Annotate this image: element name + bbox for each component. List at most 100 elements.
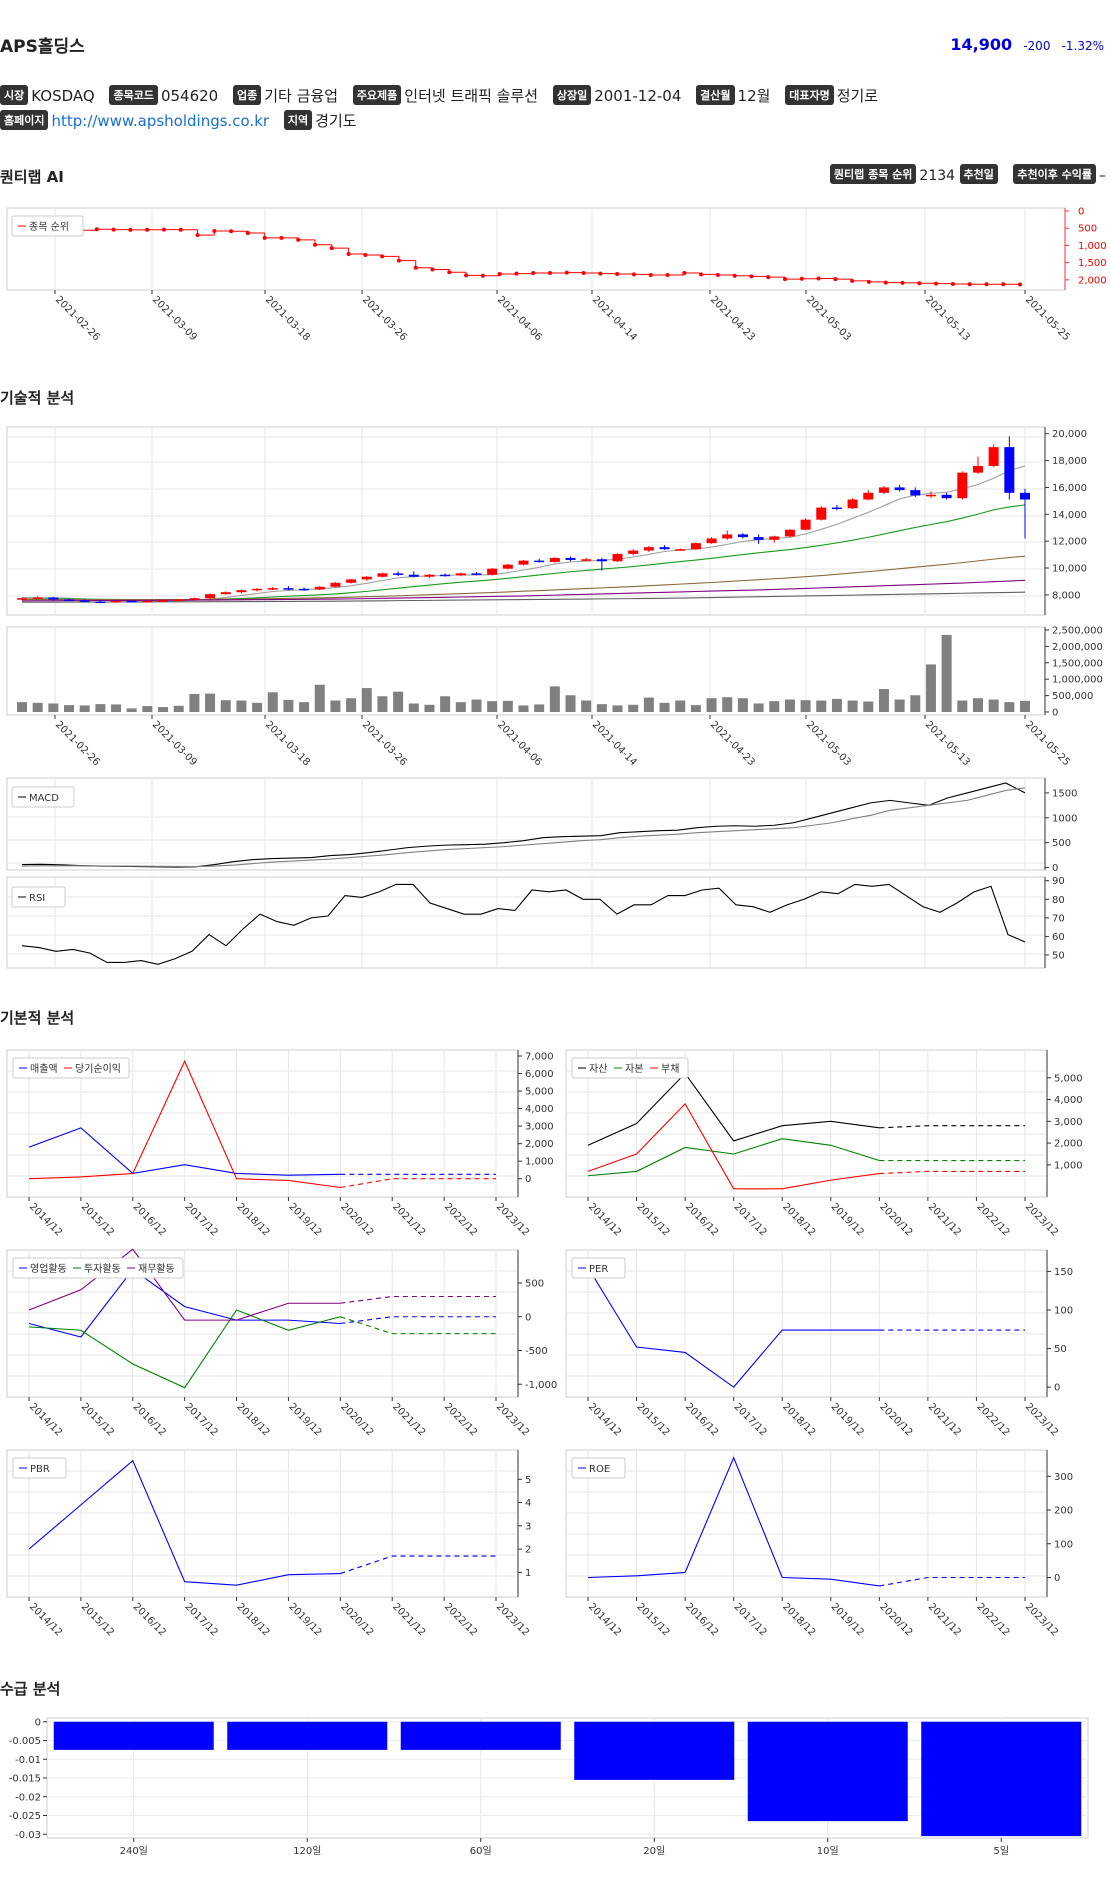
stock-name: APS홀딩스 xyxy=(0,37,85,57)
homepage-link[interactable]: http://www.apsholdings.co.kr xyxy=(51,112,270,130)
candle-body xyxy=(800,519,811,530)
volume-bar xyxy=(205,693,216,712)
listed-value: 2001-12-04 xyxy=(594,87,682,105)
rank-x-tick-label: 2021-05-03 xyxy=(804,294,853,343)
volume-x-tick-label: 2021-04-14 xyxy=(590,719,639,768)
assets-x-tick-label: 2020/12 xyxy=(877,1201,914,1238)
rank-x-tick-label: 2021-04-23 xyxy=(708,294,757,343)
supply-y-tick-label: -0.015 xyxy=(9,1774,41,1785)
macd-y-tick-label: 500 xyxy=(1052,838,1071,849)
rank-chart-frame xyxy=(6,207,1066,291)
candle-body xyxy=(894,487,905,491)
volume-y-tick-label: 500,000 xyxy=(1052,691,1093,702)
sales-x-tick-label: 2020/12 xyxy=(338,1201,375,1238)
volume-bar xyxy=(220,700,231,712)
info-row-2: 홈페이지 http://www.apsholdings.co.kr 지역 경기도 xyxy=(0,110,357,131)
volume-bar xyxy=(330,700,341,712)
sales-y-tick-label: 0 xyxy=(525,1174,531,1185)
pbr-y-tick-label: 4 xyxy=(525,1498,531,1509)
per-legend-label: PER xyxy=(589,1264,608,1275)
candle-body xyxy=(455,573,466,576)
sales-y-tick-label: 4,000 xyxy=(525,1104,554,1115)
per-x-tick-label: 2018/12 xyxy=(780,1401,817,1438)
cashflow-y-tick-label: -1,000 xyxy=(525,1380,557,1391)
supply-bar xyxy=(227,1721,388,1750)
supply-x-tick-label: 120일 xyxy=(293,1845,321,1857)
candle-y-tick-label: 16,000 xyxy=(1052,483,1087,494)
pbr-legend-box xyxy=(12,1457,67,1479)
pbr-x-tick-label: 2019/12 xyxy=(286,1601,323,1638)
per-x-tick-label: 2015/12 xyxy=(634,1401,671,1438)
roe-x-tick-label: 2017/12 xyxy=(732,1601,769,1638)
candle-body xyxy=(565,557,576,560)
roe-x-tick-label: 2023/12 xyxy=(1023,1601,1060,1638)
rsi-line xyxy=(21,883,1026,965)
sales-line xyxy=(28,1127,341,1176)
cashflow-legend-box xyxy=(12,1257,184,1279)
moving-average-line xyxy=(22,591,1026,603)
volume-bar xyxy=(988,699,999,712)
cashflow-x-tick-label: 2023/12 xyxy=(494,1401,531,1438)
supply-bar xyxy=(53,1721,214,1750)
macd-y-tick-label: 0 xyxy=(1052,863,1058,874)
per-x-tick-label: 2022/12 xyxy=(974,1401,1011,1438)
volume-y-tick-label: 1,500,000 xyxy=(1052,658,1103,669)
volume-bar xyxy=(424,704,435,712)
candle-body xyxy=(393,573,404,575)
assets-line xyxy=(587,1072,880,1146)
candle-body xyxy=(267,588,278,590)
volume-bar xyxy=(64,705,75,712)
pbr-legend-label: PBR xyxy=(30,1464,50,1475)
assets-legend-box xyxy=(571,1057,689,1079)
candle-body xyxy=(706,538,717,544)
volume-bar xyxy=(455,702,466,712)
cashflow-legend-label: 영업활동 xyxy=(30,1262,67,1275)
pbr-x-tick-label: 2014/12 xyxy=(27,1601,64,1638)
candle-body xyxy=(690,543,701,550)
per-x-tick-label: 2019/12 xyxy=(829,1401,866,1438)
candle-body xyxy=(675,549,686,551)
volume-bar xyxy=(408,703,419,712)
volume-bar xyxy=(502,700,513,712)
macd-legend-label: MACD xyxy=(29,793,59,804)
cashflow-y-tick-label: -500 xyxy=(525,1346,548,1357)
product-value: 인터넷 트래픽 솔루션 xyxy=(404,87,539,105)
cashflow-x-tick-label: 2019/12 xyxy=(286,1401,323,1438)
volume-bar xyxy=(142,706,153,712)
volume-bar xyxy=(158,707,169,712)
ai-rank-badge: 퀀티랩 종목 순위 xyxy=(829,164,917,184)
volume-bar xyxy=(17,702,27,712)
sales-y-tick-label: 6,000 xyxy=(525,1069,554,1080)
volume-bar xyxy=(236,700,247,712)
roe-y-tick-label: 300 xyxy=(1054,1472,1073,1483)
volume-bar xyxy=(283,699,294,712)
volume-bar xyxy=(549,686,560,712)
cashflow-y-tick-label: 500 xyxy=(525,1279,544,1290)
candle-y-tick-label: 12,000 xyxy=(1052,537,1087,548)
sales-x-tick-label: 2015/12 xyxy=(79,1201,116,1238)
volume-bar xyxy=(816,700,827,712)
roe-x-tick-label: 2022/12 xyxy=(974,1601,1011,1638)
rank-x-tick-label: 2021-05-13 xyxy=(923,294,972,343)
candle-y-tick-label: 8,000 xyxy=(1052,590,1081,601)
candle-body xyxy=(1020,492,1030,500)
assets-x-tick-label: 2019/12 xyxy=(829,1201,866,1238)
assets-x-tick-label: 2014/12 xyxy=(586,1201,623,1238)
candle-body xyxy=(126,600,137,603)
volume-bar xyxy=(847,700,858,712)
candle-body xyxy=(722,534,733,539)
cashflow-line xyxy=(28,1248,341,1321)
candle-body xyxy=(111,600,122,603)
cashflow-x-tick-label: 2021/12 xyxy=(390,1401,427,1438)
volume-y-tick-label: 1,000,000 xyxy=(1052,675,1103,686)
cashflow-x-tick-label: 2017/12 xyxy=(183,1401,220,1438)
volume-bar xyxy=(48,703,59,712)
rsi-y-tick-label: 50 xyxy=(1052,951,1065,962)
candle-body xyxy=(643,547,654,551)
roe-legend-box xyxy=(571,1457,626,1479)
pbr-y-tick-label: 1 xyxy=(525,1568,531,1579)
region-value: 경기도 xyxy=(315,112,357,130)
candle-body xyxy=(659,547,670,550)
per-y-tick-label: 0 xyxy=(1054,1383,1060,1394)
